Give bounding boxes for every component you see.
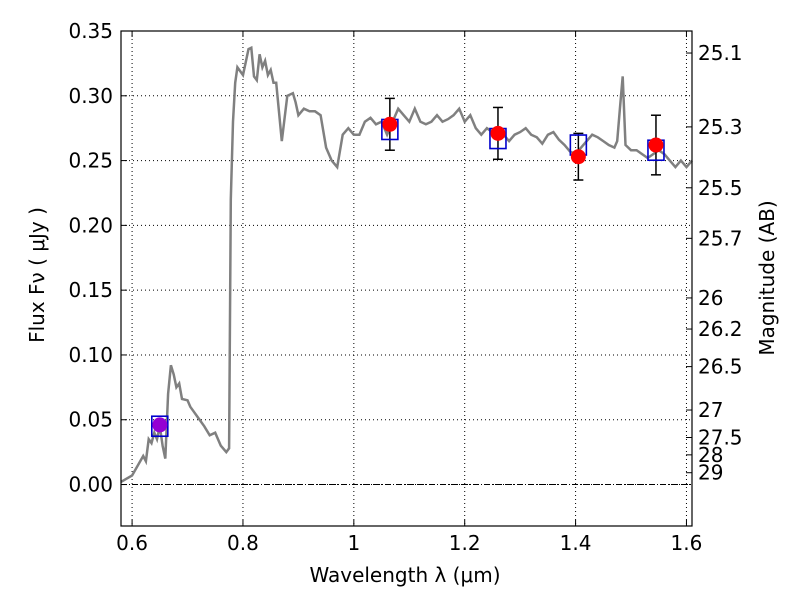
y-tick-label: 0.10 xyxy=(68,343,113,367)
x-tick-label: 0.6 xyxy=(116,531,148,555)
y2-tick-label: 27.5 xyxy=(698,425,743,449)
x-tick-label: 1.2 xyxy=(449,531,481,555)
x-axis-label: Wavelength λ (μm) xyxy=(309,563,500,587)
observed-point xyxy=(152,417,168,433)
y-axis: 0.00 0.05 0.10 0.15 0.20 0.25 0.30 0.35 xyxy=(68,19,127,497)
spectrum-line xyxy=(120,45,693,483)
x-tick-label: 0.8 xyxy=(227,531,259,555)
observed-point xyxy=(570,149,586,165)
y2-tick-label: 26.2 xyxy=(698,317,743,341)
observed-point xyxy=(490,125,506,141)
y2-tick-label: 27 xyxy=(698,398,723,422)
y2-tick-label: 25.7 xyxy=(698,226,743,250)
y2-tick-label: 25.5 xyxy=(698,176,743,200)
observed-points xyxy=(152,116,664,433)
x-tick-label: 1.4 xyxy=(560,531,592,555)
model-box xyxy=(151,415,169,438)
plot-frame xyxy=(120,30,693,527)
y-tick-label: 0.25 xyxy=(68,149,113,173)
y-tick-label: 0.35 xyxy=(68,19,113,43)
y-tick-label: 0.20 xyxy=(68,213,113,237)
y2-tick-label: 25.1 xyxy=(698,41,743,65)
x-axis: 0.6 0.8 1 1.2 1.4 1.6 xyxy=(116,31,702,555)
y2-axis-label: Magnitude (AB) xyxy=(755,200,779,355)
x-tick-label: 1 xyxy=(347,531,360,555)
y-axis-label: Flux Fν ( μJy ) xyxy=(25,207,49,343)
observed-point xyxy=(382,116,398,132)
y2-tick-label: 25.3 xyxy=(698,115,743,139)
y-tick-label: 0.00 xyxy=(68,473,113,497)
observed-point xyxy=(648,137,664,153)
y-tick-label: 0.30 xyxy=(68,84,113,108)
y2-tick-label: 29 xyxy=(698,461,723,485)
y2-tick-label: 28 xyxy=(698,443,723,467)
y2-tick-label: 26 xyxy=(698,286,723,310)
y2-tick-label: 26.5 xyxy=(698,355,743,379)
grid xyxy=(121,30,692,526)
y-tick-label: 0.05 xyxy=(68,408,113,432)
x-tick-label: 1.6 xyxy=(671,531,703,555)
y-tick-label: 0.15 xyxy=(68,278,113,302)
